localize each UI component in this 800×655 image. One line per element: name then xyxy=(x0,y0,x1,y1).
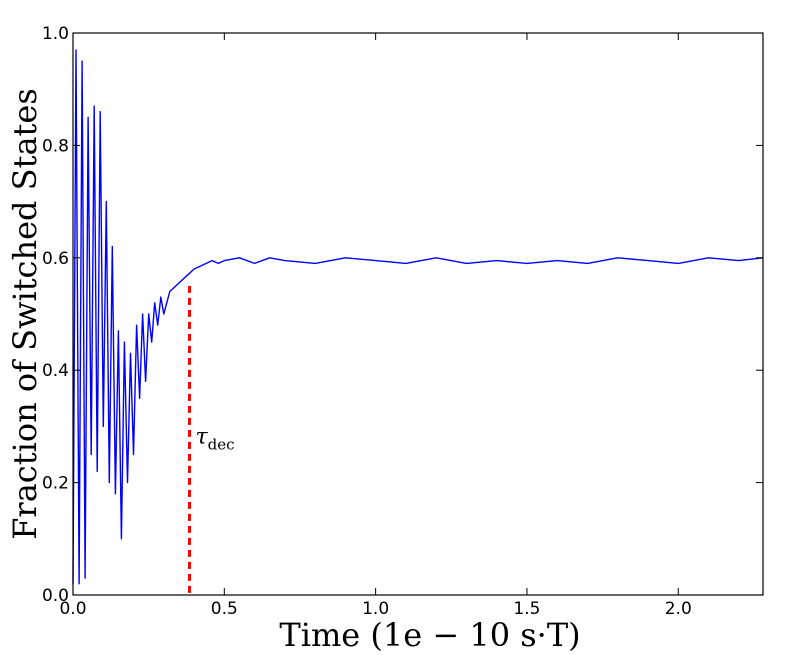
y-tick-label: 1.0 xyxy=(42,24,69,44)
tau-dec-subscript: dec xyxy=(208,435,235,453)
y-axis-label: Fraction of Switched States xyxy=(6,88,44,540)
y-tick-label: 0.6 xyxy=(42,249,69,269)
plot-frame xyxy=(72,32,764,596)
x-tick-label: 1.5 xyxy=(513,599,540,619)
annotation-layer: τdec xyxy=(188,285,235,595)
y-axis: 0.0 0.2 0.4 0.6 0.8 1.0 xyxy=(42,24,763,606)
y-tick-label: 0.0 xyxy=(42,586,69,606)
series-line xyxy=(72,49,764,585)
x-tick-label: 2.0 xyxy=(665,599,692,619)
x-tick-label: 1.0 xyxy=(362,599,389,619)
y-tick-label: 0.8 xyxy=(42,136,69,156)
x-axis-label: Time (1e − 10 s·T) xyxy=(279,616,580,654)
y-tick-label: 0.2 xyxy=(42,474,69,494)
x-tick-label: 0.0 xyxy=(59,599,86,619)
y-tick-label: 0.4 xyxy=(42,361,69,381)
x-tick-label: 0.5 xyxy=(211,599,238,619)
series-layer xyxy=(72,49,764,585)
x-axis: 0.0 0.5 1.0 1.5 2.0 xyxy=(59,33,692,619)
plot-background xyxy=(73,33,763,595)
